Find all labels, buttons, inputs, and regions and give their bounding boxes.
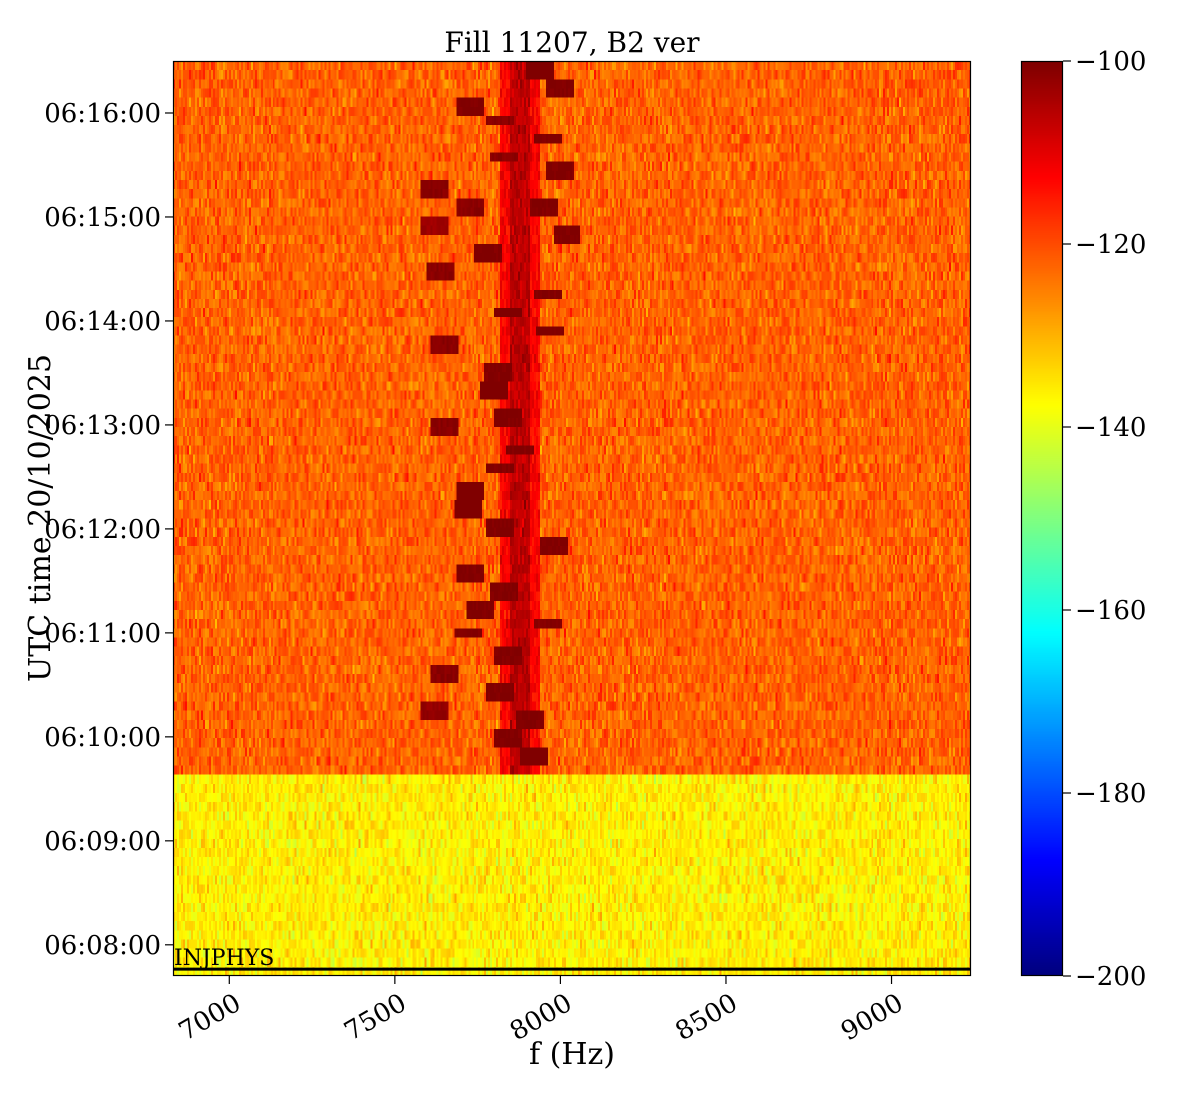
colorbar-tick-label: −160 xyxy=(1075,596,1146,626)
y-axis-ticks: 06:08:00 06:09:00 06:10:00 06:11:00 06:12:00… xyxy=(44,99,173,961)
x-tick-label: 9000 xyxy=(836,988,908,1047)
spectrogram-heatmap xyxy=(173,61,971,976)
colorbar-tick-label: −140 xyxy=(1075,413,1146,443)
colorbar-tick-label: −120 xyxy=(1075,230,1146,260)
chart-title: Fill 11207, B2 ver xyxy=(444,26,700,59)
y-tick-label: 06:09:00 xyxy=(44,827,161,857)
y-tick-label: 06:10:00 xyxy=(44,723,161,753)
y-tick-label: 06:08:00 xyxy=(44,931,161,961)
x-axis-label: f (Hz) xyxy=(529,1037,615,1072)
y-tick-label: 06:14:00 xyxy=(44,307,161,337)
x-tick-label: 7500 xyxy=(339,988,411,1047)
x-tick-label: 8000 xyxy=(505,988,577,1047)
colorbar-tick-label: −180 xyxy=(1075,779,1146,809)
y-tick-label: 06:15:00 xyxy=(44,203,161,233)
colorbar-tick-label: −100 xyxy=(1075,47,1146,77)
y-tick-label: 06:13:00 xyxy=(44,411,161,441)
colorbar-tick-label: −200 xyxy=(1075,962,1146,992)
y-tick-label: 06:16:00 xyxy=(44,99,161,129)
x-axis-ticks: 7000 7500 8000 8500 9000 xyxy=(174,976,908,1047)
y-tick-label: 06:11:00 xyxy=(44,619,161,649)
y-axis-label: UTC time 20/10/2025 xyxy=(23,354,58,682)
x-tick-label: 8500 xyxy=(671,988,743,1047)
y-tick-label: 06:12:00 xyxy=(44,515,161,545)
colorbar-ticks: −100 −120 −140 −160 −180 −200 xyxy=(1063,47,1146,992)
colorbar xyxy=(1021,61,1063,976)
x-tick-label: 7000 xyxy=(174,988,246,1047)
